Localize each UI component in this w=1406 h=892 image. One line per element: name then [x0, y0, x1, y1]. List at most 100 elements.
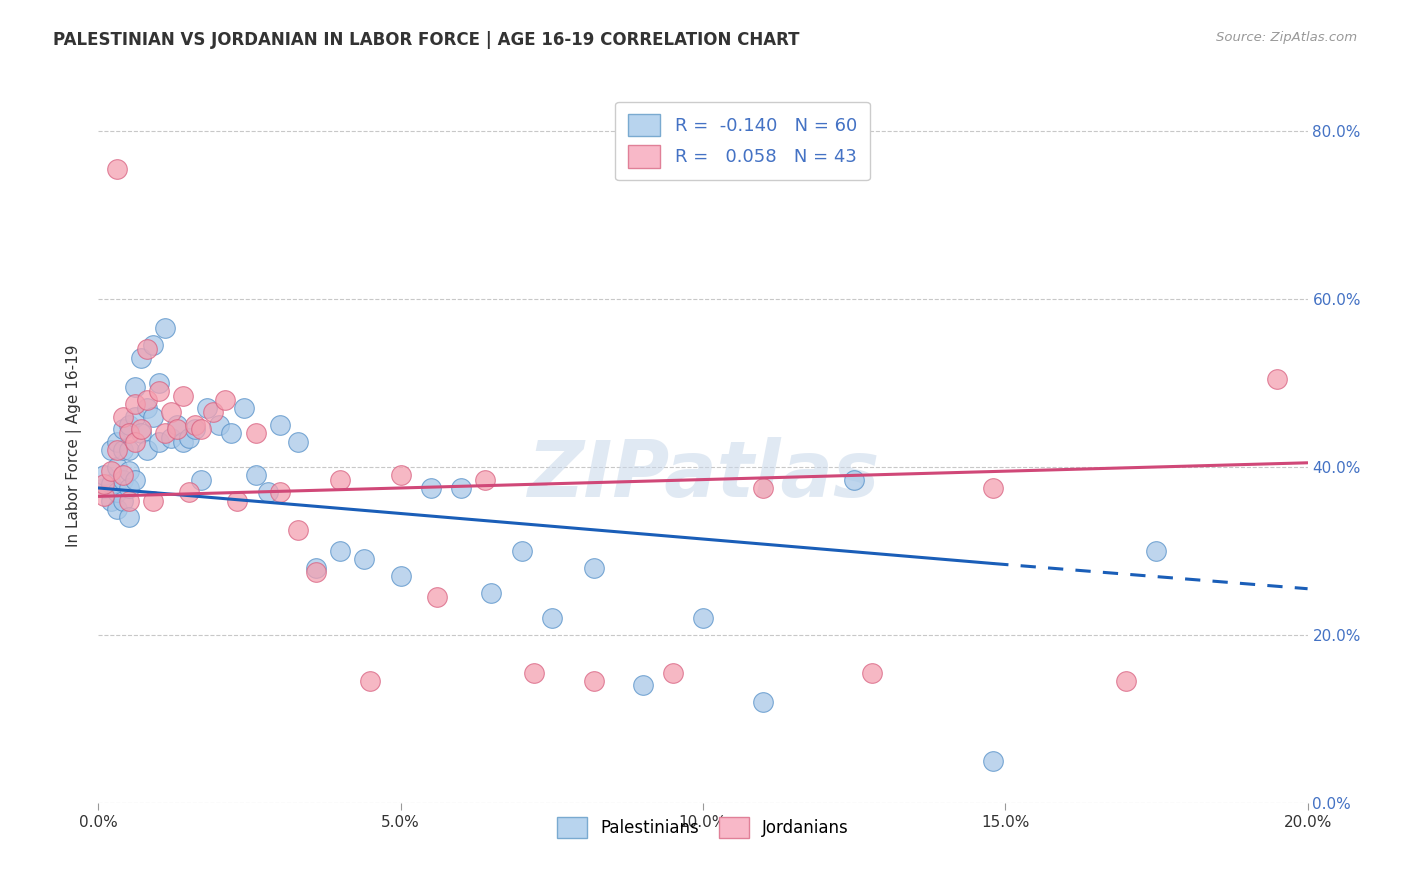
Point [100, 476, 122, 491]
Point [93, 481, 115, 495]
Point [1267, 372, 1289, 386]
Point [118, 417, 141, 432]
Point [111, 473, 134, 487]
Point [142, 409, 165, 424]
Point [166, 422, 188, 436]
Point [221, 426, 243, 441]
Point [129, 426, 152, 441]
Point [111, 422, 134, 436]
Y-axis label: In Labor Force | Age 16-19: In Labor Force | Age 16-19 [66, 344, 83, 548]
Point [523, 665, 546, 680]
Point [245, 426, 267, 441]
Point [153, 321, 176, 335]
Point [184, 417, 207, 432]
Point [105, 434, 128, 449]
Point [190, 422, 212, 436]
Point [844, 473, 866, 487]
Point [287, 434, 309, 449]
Point [100, 464, 122, 478]
Point [329, 544, 352, 558]
Text: PALESTINIAN VS JORDANIAN IN LABOR FORCE | AGE 16-19 CORRELATION CHART: PALESTINIAN VS JORDANIAN IN LABOR FORCE … [53, 31, 800, 49]
Point [232, 401, 254, 416]
Point [124, 409, 146, 424]
Point [100, 493, 122, 508]
Point [153, 426, 176, 441]
Point [179, 431, 201, 445]
Point [111, 493, 134, 508]
Point [111, 443, 134, 458]
Point [195, 401, 218, 416]
Point [160, 431, 183, 445]
Point [100, 443, 122, 458]
Point [583, 560, 606, 574]
Point [353, 552, 375, 566]
Point [172, 434, 194, 449]
Point [166, 417, 188, 432]
Point [752, 695, 775, 709]
Point [540, 611, 562, 625]
Point [148, 376, 170, 390]
Point [202, 405, 225, 419]
Point [661, 665, 683, 680]
Point [692, 611, 714, 625]
Point [269, 417, 291, 432]
Point [360, 674, 382, 689]
Point [135, 443, 157, 458]
Point [583, 674, 606, 689]
Point [450, 481, 472, 495]
Point [179, 485, 201, 500]
Point [148, 434, 170, 449]
Point [208, 417, 231, 432]
Point [118, 464, 141, 478]
Point [245, 468, 267, 483]
Point [287, 523, 309, 537]
Point [420, 481, 443, 495]
Point [981, 481, 1004, 495]
Point [1115, 674, 1137, 689]
Point [135, 343, 157, 357]
Point [105, 460, 128, 475]
Point [305, 560, 328, 574]
Point [474, 473, 496, 487]
Point [93, 468, 115, 483]
Point [389, 468, 412, 483]
Point [105, 485, 128, 500]
Point [1144, 544, 1167, 558]
Point [93, 489, 115, 503]
Point [860, 665, 883, 680]
Point [124, 473, 146, 487]
Point [214, 392, 236, 407]
Point [389, 569, 412, 583]
Point [135, 401, 157, 416]
Point [124, 380, 146, 394]
Point [124, 434, 146, 449]
Text: ZIPatlas: ZIPatlas [527, 436, 879, 513]
Point [481, 586, 503, 600]
Point [111, 409, 134, 424]
Point [129, 422, 152, 436]
Point [105, 443, 128, 458]
Point [190, 473, 212, 487]
Point [148, 384, 170, 399]
Point [329, 473, 352, 487]
Point [160, 405, 183, 419]
Point [118, 481, 141, 495]
Point [981, 754, 1004, 768]
Point [118, 493, 141, 508]
Point [111, 468, 134, 483]
Point [105, 502, 128, 516]
Point [124, 397, 146, 411]
Point [172, 389, 194, 403]
Point [105, 161, 128, 176]
Point [256, 485, 278, 500]
Point [226, 493, 249, 508]
Point [269, 485, 291, 500]
Point [118, 510, 141, 524]
Point [118, 426, 141, 441]
Point [305, 565, 328, 579]
Point [142, 493, 165, 508]
Point [184, 422, 207, 436]
Point [93, 476, 115, 491]
Text: Source: ZipAtlas.com: Source: ZipAtlas.com [1216, 31, 1357, 45]
Point [631, 678, 654, 692]
